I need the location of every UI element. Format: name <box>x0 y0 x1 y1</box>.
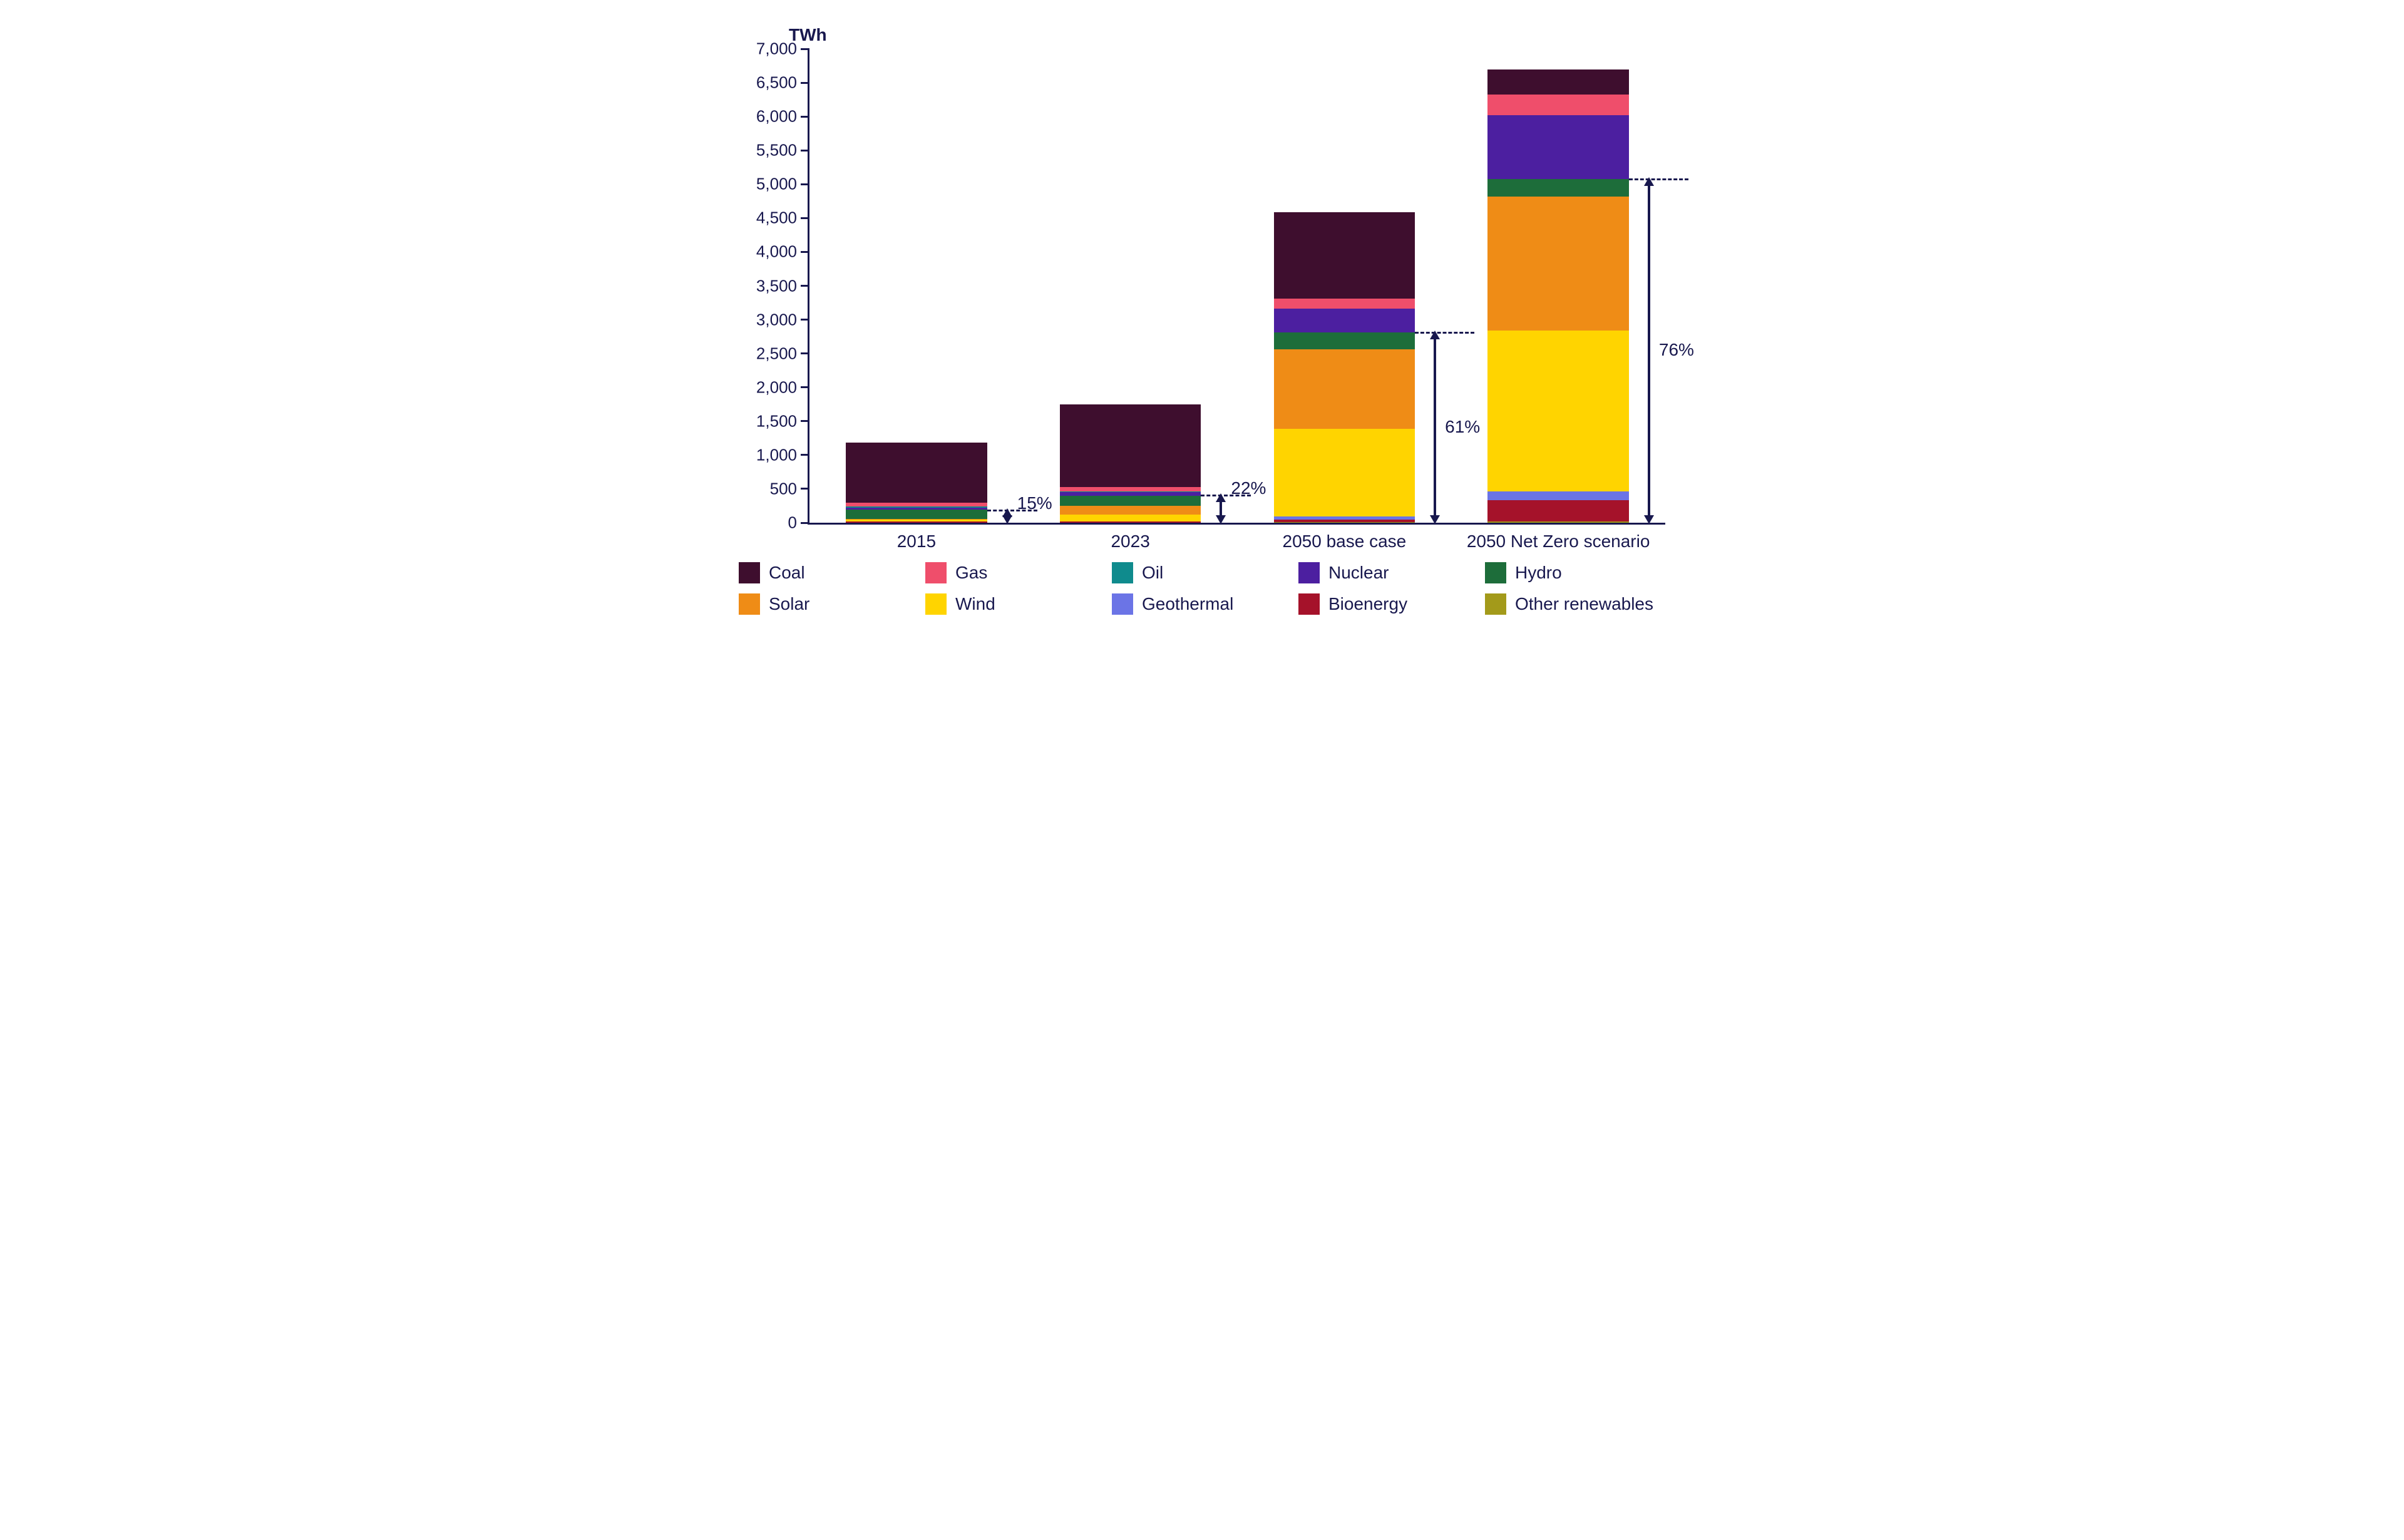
legend-item-hydro: Hydro <box>1485 562 1665 583</box>
y-tick-label: 1,500 <box>756 411 809 431</box>
bar-segment-hydro <box>1487 179 1629 197</box>
legend-item-oil: Oil <box>1112 562 1292 583</box>
legend-label: Oil <box>1142 563 1163 583</box>
bar-segment-wind <box>1060 515 1201 521</box>
legend-label: Bioenergy <box>1328 594 1407 614</box>
stacked-bar <box>1274 212 1415 523</box>
x-axis-label: 2050 base case <box>1283 523 1407 552</box>
bar-segment-coal <box>846 443 987 502</box>
y-tick-label: 0 <box>788 513 809 533</box>
bar-segment-geothermal <box>1487 491 1629 500</box>
legend-label: Gas <box>955 563 987 583</box>
bar-slot: 2050 Net Zero scenario <box>1451 49 1665 523</box>
bars-container: 201520232050 base case2050 Net Zero scen… <box>809 49 1665 523</box>
legend-item-gas: Gas <box>925 562 1106 583</box>
bar-segment-hydro <box>1274 332 1415 349</box>
energy-stacked-bar-chart: TWh 201520232050 base case2050 Net Zero … <box>739 25 1665 615</box>
stacked-bar <box>1487 69 1629 523</box>
y-tick-label: 3,500 <box>756 276 809 295</box>
legend-swatch <box>1112 593 1133 615</box>
y-tick-label: 4,000 <box>756 242 809 262</box>
y-tick-label: 2,000 <box>756 377 809 397</box>
legend-item-geothermal: Geothermal <box>1112 593 1292 615</box>
bar-segment-bioenergy <box>1487 500 1629 522</box>
bar-slot: 2023 <box>1024 49 1238 523</box>
legend-label: Coal <box>769 563 805 583</box>
legend-label: Hydro <box>1515 563 1562 583</box>
legend-item-nuclear: Nuclear <box>1298 562 1479 583</box>
x-axis-label: 2023 <box>1111 523 1149 552</box>
legend-swatch <box>1485 593 1506 615</box>
bar-segment-gas <box>1274 299 1415 309</box>
y-tick-label: 6,500 <box>756 73 809 93</box>
legend-label: Solar <box>769 594 809 614</box>
legend-swatch <box>1298 593 1320 615</box>
bar-segment-solar <box>1274 349 1415 429</box>
bar-segment-hydro <box>1060 496 1201 506</box>
bar-segment-hydro <box>846 510 987 518</box>
y-tick-label: 7,000 <box>756 39 809 59</box>
legend-item-other_renewables: Other renewables <box>1485 593 1665 615</box>
bar-segment-solar <box>1487 197 1629 331</box>
y-tick-label: 3,000 <box>756 310 809 329</box>
bar-segment-solar <box>1060 506 1201 515</box>
bar-segment-gas <box>1060 487 1201 491</box>
legend-label: Nuclear <box>1328 563 1389 583</box>
legend-item-coal: Coal <box>739 562 919 583</box>
bar-segment-coal <box>1487 69 1629 95</box>
plot-area: 201520232050 base case2050 Net Zero scen… <box>808 49 1665 525</box>
stacked-bar <box>1060 404 1201 523</box>
y-tick-label: 6,000 <box>756 107 809 126</box>
bar-slot: 2050 base case <box>1238 49 1452 523</box>
stacked-bar <box>846 443 987 523</box>
bar-segment-nuclear <box>1274 309 1415 332</box>
legend-swatch <box>925 593 947 615</box>
y-tick-label: 5,500 <box>756 141 809 160</box>
y-tick-label: 1,000 <box>756 445 809 465</box>
legend-swatch <box>1485 562 1506 583</box>
y-tick-label: 500 <box>770 479 809 498</box>
bar-segment-gas <box>1487 95 1629 115</box>
y-axis-title: TWh <box>789 25 1665 45</box>
legend-label: Geothermal <box>1142 594 1233 614</box>
legend-swatch <box>739 562 760 583</box>
legend-item-wind: Wind <box>925 593 1106 615</box>
y-tick-label: 5,000 <box>756 175 809 194</box>
bar-segment-wind <box>1274 429 1415 517</box>
legend-label: Wind <box>955 594 995 614</box>
legend-swatch <box>739 593 760 615</box>
legend-swatch <box>925 562 947 583</box>
legend-item-bioenergy: Bioenergy <box>1298 593 1479 615</box>
bar-slot: 2015 <box>809 49 1024 523</box>
legend-swatch <box>1112 562 1133 583</box>
y-tick-label: 2,500 <box>756 344 809 363</box>
x-axis-label: 2015 <box>897 523 936 552</box>
legend-swatch <box>1298 562 1320 583</box>
bar-segment-wind <box>1487 331 1629 491</box>
legend-item-solar: Solar <box>739 593 919 615</box>
y-tick-label: 4,500 <box>756 208 809 228</box>
legend: Coal Gas Oil Nuclear Hydro Solar Wind Geotherma… <box>739 562 1665 615</box>
bar-segment-coal <box>1274 212 1415 299</box>
bar-segment-nuclear <box>1487 115 1629 180</box>
bar-segment-coal <box>1060 404 1201 487</box>
x-axis-label: 2050 Net Zero scenario <box>1467 523 1650 552</box>
legend-label: Other renewables <box>1515 594 1653 614</box>
